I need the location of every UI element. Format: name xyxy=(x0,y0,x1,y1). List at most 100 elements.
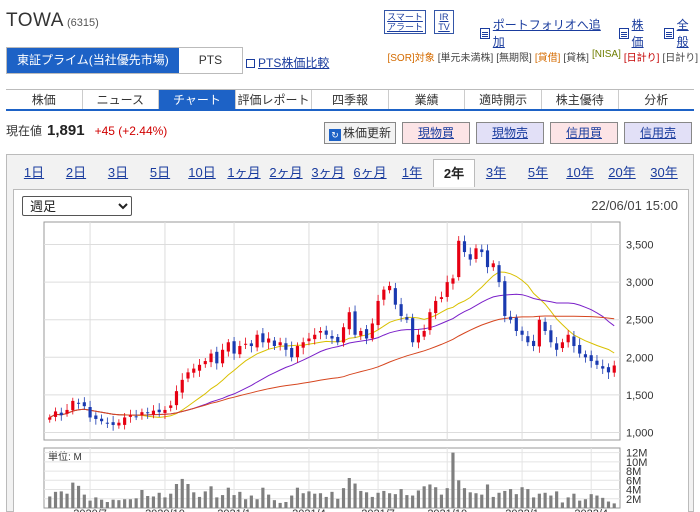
pts-compare-link[interactable]: PTS株価比較 xyxy=(246,54,329,71)
stock-price-link[interactable]: 株価 xyxy=(618,16,655,50)
tab-rating-report[interactable]: 評価レポート xyxy=(235,90,313,109)
volume-bar xyxy=(341,488,346,508)
tab-stock-price[interactable]: 株価 xyxy=(6,90,83,109)
candle-body xyxy=(111,422,115,425)
refresh-icon: ↻ xyxy=(328,129,341,141)
volume-unit-label: 単位: M xyxy=(48,450,82,463)
date-tick-label: 2020/7 xyxy=(73,508,107,512)
range-tab[interactable]: 6ヶ月 xyxy=(353,165,387,180)
volume-bar xyxy=(192,492,196,508)
add-portfolio-link[interactable]: ポートフォリオへ追加 xyxy=(480,16,610,50)
main-nav: 株価 ニュース チャート 評価レポート 四季報 業績 適時開示 株主優待 分析 xyxy=(6,89,695,111)
range-tab[interactable]: 2ヶ月 xyxy=(269,165,303,180)
volume-bar xyxy=(612,503,616,508)
volume-bar xyxy=(445,488,449,508)
tab-chart[interactable]: チャート xyxy=(159,90,236,109)
volume-bar xyxy=(318,493,323,508)
volume-bar xyxy=(566,497,570,508)
candle-body xyxy=(411,318,415,343)
range-tab[interactable]: 30年 xyxy=(650,165,678,180)
candle-body xyxy=(284,343,288,350)
range-tab[interactable]: 5年 xyxy=(527,165,549,180)
price-tick-label: 2,500 xyxy=(626,315,654,327)
date-tick-label: 2020/10 xyxy=(145,508,185,512)
range-tab[interactable]: 1ヶ月 xyxy=(227,165,261,180)
candle-body xyxy=(508,316,513,320)
smart-alert-button[interactable]: スマート アラート xyxy=(384,10,426,34)
price-tick-label: 2,000 xyxy=(626,352,654,364)
candle-body xyxy=(370,323,374,339)
spot-buy-button[interactable]: 現物買 xyxy=(402,122,470,144)
market-tab-pts[interactable]: PTS xyxy=(178,48,243,73)
volume-bar xyxy=(399,489,403,508)
tab-shikiho[interactable]: 四季報 xyxy=(312,90,389,109)
candle-body xyxy=(128,415,132,417)
refresh-price-button[interactable]: ↻ 株価更新 xyxy=(324,122,396,144)
candle-body xyxy=(65,409,69,414)
volume-bar xyxy=(48,496,52,508)
candle-body xyxy=(543,321,547,331)
range-tab[interactable]: 3年 xyxy=(485,165,507,180)
volume-bar xyxy=(462,488,467,508)
spot-sell-button[interactable]: 現物売 xyxy=(476,122,544,144)
volume-bar xyxy=(543,492,547,508)
candle-body xyxy=(428,312,432,331)
range-tab[interactable]: 1年 xyxy=(401,165,423,180)
company-title: TOWA (6315) xyxy=(6,10,99,32)
range-tab[interactable]: 2年 xyxy=(433,159,475,187)
add-portfolio-label: ポートフォリオへ追加 xyxy=(492,18,601,49)
volume-bar xyxy=(497,492,501,508)
candle-body xyxy=(451,278,455,284)
margin-sell-button[interactable]: 信用売 xyxy=(624,122,692,144)
candle-body xyxy=(215,351,219,364)
range-tab[interactable]: 5日 xyxy=(149,165,171,180)
date-tick-label: 2022/4 xyxy=(574,508,608,512)
range-tab[interactable]: 10日 xyxy=(188,165,216,180)
candle-body xyxy=(123,417,127,425)
market-tab-prime[interactable]: 東証プライム(当社優先市場) xyxy=(7,48,179,73)
candle-body xyxy=(416,334,420,343)
candle-body xyxy=(399,304,403,316)
volume-bar xyxy=(572,493,576,508)
general-link[interactable]: 全般 xyxy=(663,16,700,50)
volume-bar xyxy=(163,497,167,508)
range-tab[interactable]: 2日 xyxy=(65,165,87,180)
tab-disclosure[interactable]: 適時開示 xyxy=(465,90,542,109)
volume-bar xyxy=(232,495,236,508)
ma-long-line xyxy=(49,315,615,418)
candle-body xyxy=(353,311,357,335)
tab-performance[interactable]: 業績 xyxy=(388,90,466,109)
volume-bar xyxy=(520,487,524,508)
range-tab[interactable]: 3ヶ月 xyxy=(311,165,345,180)
candle-body xyxy=(612,365,616,373)
tab-analysis[interactable]: 分析 xyxy=(618,90,695,109)
candle-body xyxy=(301,342,305,348)
volume-bar xyxy=(140,490,144,508)
volume-bar xyxy=(220,495,225,508)
volume-bar xyxy=(313,493,317,508)
volume-bar xyxy=(53,491,58,508)
price-tick-label: 3,500 xyxy=(626,240,654,252)
volume-tick-label: 6M xyxy=(626,475,641,487)
candle-body xyxy=(439,297,444,299)
tab-shareholder-benefits[interactable]: 株主優待 xyxy=(541,90,619,109)
margin-buy-button[interactable]: 信用買 xyxy=(550,122,618,144)
candle-body xyxy=(318,331,323,333)
tab-news[interactable]: ニュース xyxy=(82,90,160,109)
candle-body xyxy=(514,317,518,331)
range-tab[interactable]: 10年 xyxy=(566,165,594,180)
document-icon xyxy=(663,27,674,39)
ir-tv-button[interactable]: IR TV xyxy=(434,10,454,34)
range-tab[interactable]: 20年 xyxy=(608,165,636,180)
price-tick-label: 1,500 xyxy=(626,390,654,402)
period-select[interactable]: 日足週足月足 xyxy=(22,196,132,216)
candle-body xyxy=(163,409,167,413)
candle-body xyxy=(359,331,363,336)
volume-bar xyxy=(439,494,444,508)
volume-bar xyxy=(284,502,288,508)
volume-tick-label: 10M xyxy=(626,457,647,469)
range-tab[interactable]: 3日 xyxy=(107,165,129,180)
range-tab[interactable]: 1日 xyxy=(23,165,45,180)
volume-bar xyxy=(301,493,305,508)
candle-body xyxy=(336,337,340,343)
